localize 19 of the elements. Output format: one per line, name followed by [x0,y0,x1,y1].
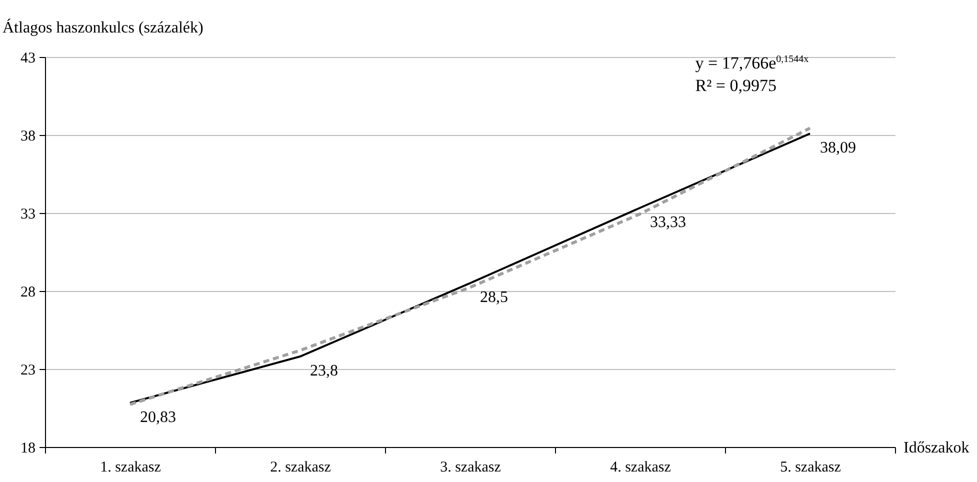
equation-note: y = 17,766e$^{0,1544x}$ R² = 0,9975 [695,52,809,97]
x-tick-label: 1. szakasz [100,460,162,476]
y-tick-label: 18 [20,440,36,456]
y-axis-title: Átlagos haszonkulcs (százalék) [2,18,204,36]
y-tick-label: 43 [20,50,36,66]
y-tick-label: 23 [20,362,36,378]
x-axis-title: Időszakok [904,440,970,456]
x-tick-label: 4. szakasz [610,460,672,476]
data-label: 38,09 [820,140,856,157]
data-label: 33,33 [650,214,686,231]
y-tick-label: 38 [20,128,36,144]
y-tick-label: 28 [20,284,36,300]
x-tick-label: 3. szakasz [440,460,502,476]
x-tick-label: 5. szakasz [780,460,842,476]
x-tick-label: 2. szakasz [270,460,332,476]
data-label: 23,8 [310,362,338,380]
y-tick-label: 33 [20,206,36,222]
data-label: 20,83 [140,408,176,426]
data-label: 28,5 [480,289,508,306]
